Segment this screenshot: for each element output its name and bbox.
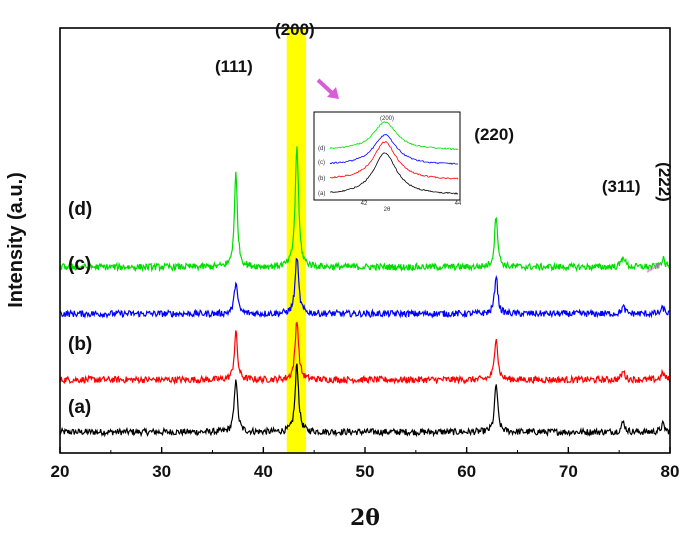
inset-label-a: (a) [318, 191, 325, 197]
y-axis-title: Intensity (a.u.) [5, 172, 27, 308]
inset-series-line-1 [329, 140, 459, 180]
inset-plot: (200) 2θ 42 44 (d) (c) (b) (a) [313, 111, 462, 213]
series-line-1 [59, 321, 671, 386]
inset-label-c: (c) [318, 160, 325, 166]
series-line-2 [59, 257, 671, 320]
curve-labels: (a) (b) (c) (d) [68, 199, 92, 418]
inset-frame [313, 111, 461, 201]
inset-series-line-0 [329, 152, 459, 195]
plot-frame [59, 27, 671, 454]
peak-label: (111) [215, 57, 253, 76]
x-tick-label: 20 [51, 462, 70, 481]
peak-label: (220) [474, 125, 514, 144]
inset-series [329, 121, 459, 195]
inset-series-line-2 [329, 134, 459, 165]
x-tick-label: 80 [661, 462, 680, 481]
x-tick-label: 50 [356, 462, 375, 481]
x-tick-label: 70 [559, 462, 578, 481]
arrow-icon-small [646, 263, 661, 273]
x-tick-label: 40 [254, 462, 273, 481]
inset-series-line-3 [329, 121, 459, 151]
series-layer [59, 146, 671, 438]
peak-labels: (111) (200) (220) (311) (222) [215, 20, 674, 202]
inset-tick-left: 42 [361, 201, 368, 207]
x-tick-label: 30 [152, 462, 171, 481]
inset-tick-right: 44 [455, 201, 462, 207]
arrow-icon [316, 78, 339, 99]
curve-label: (c) [68, 254, 91, 275]
inset-label-b: (b) [318, 176, 325, 182]
x-tick-label: 60 [457, 462, 476, 481]
highlight-band [286, 28, 307, 453]
inset-xlabel: 2θ [384, 207, 391, 213]
curve-label: (a) [68, 397, 91, 418]
curve-label: (d) [68, 199, 92, 220]
peak-label: (222) [655, 162, 674, 202]
inset-title: (200) [380, 116, 394, 122]
series-line-0 [59, 363, 671, 438]
curve-label: (b) [68, 334, 92, 355]
peak-label: (200) [275, 20, 315, 39]
peak-label: (311) [602, 177, 641, 196]
series-line-3 [59, 146, 671, 273]
x-axis-title: 2θ [350, 505, 380, 531]
ticks-layer: 20 30 40 50 60 70 80 [51, 447, 680, 481]
inset-label-d: (d) [318, 146, 325, 152]
